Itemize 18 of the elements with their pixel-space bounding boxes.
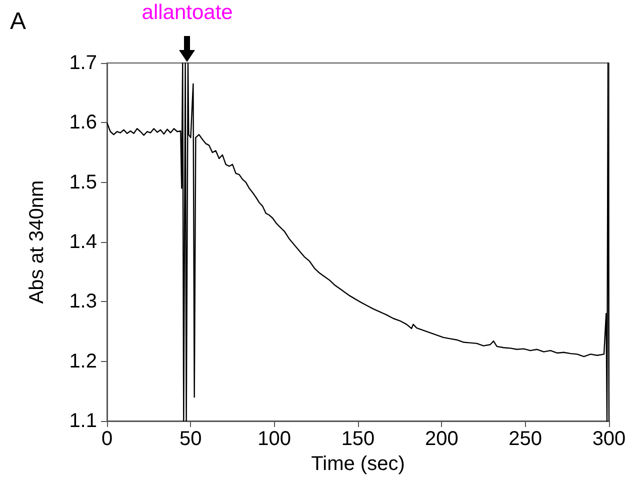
y-tick-label: 1.4 [69,231,97,253]
y-tick-label: 1.3 [69,290,97,313]
x-tick-label: 100 [258,428,292,450]
x-tick-label: 200 [424,428,458,450]
x-tick-label: 0 [101,428,113,450]
y-tick-label: 1.6 [69,112,97,134]
x-axis-title: Time (sec) [311,452,405,475]
y-axis-title: Abs at 340nm [26,180,48,304]
y-tick-label: 1.2 [69,350,97,372]
x-tick-label: 300 [592,428,626,450]
annotation: allantoate [140,1,234,25]
x-tick-label: 50 [180,428,202,450]
y-tick-label: 1.7 [69,52,97,74]
x-tick-label: 250 [508,428,542,450]
y-tick-label: 1.1 [69,410,97,432]
x-tick-label: 150 [341,428,375,450]
text: A [10,8,26,36]
y-tick-label: 1.5 [69,171,97,194]
